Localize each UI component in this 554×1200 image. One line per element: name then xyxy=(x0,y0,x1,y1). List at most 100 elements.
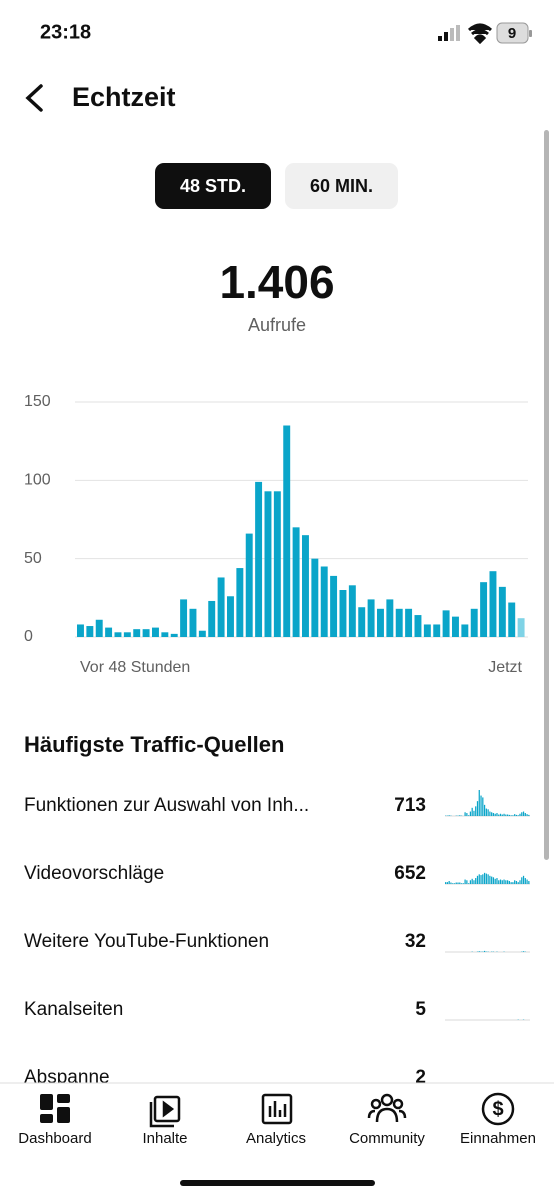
battery-level: 9 xyxy=(508,25,516,42)
nav-item[interactable]: Inhalte xyxy=(142,1130,187,1147)
sparkline-bar xyxy=(505,814,507,816)
bar xyxy=(461,624,469,637)
sparkline-bar xyxy=(515,814,518,816)
sparkline-bar xyxy=(485,808,487,816)
sparkline-bar xyxy=(464,812,466,816)
sparkline-bar xyxy=(478,951,480,952)
total-value: 1.406 xyxy=(219,256,334,308)
sparkline-bar xyxy=(496,813,498,816)
source-name[interactable]: Weitere YouTube-Funktionen xyxy=(24,931,269,952)
sparkline-bar xyxy=(468,883,470,884)
bar xyxy=(142,629,150,637)
sparkline-bar xyxy=(512,882,514,884)
sparkline-bar xyxy=(514,814,516,816)
sparkline-bar xyxy=(483,804,486,816)
sparkline-bar xyxy=(480,875,482,884)
bar xyxy=(480,582,488,637)
sparkline-bar xyxy=(514,880,516,884)
sparkline-bar xyxy=(448,815,450,816)
sparkline-bar xyxy=(459,882,461,884)
nav-item[interactable]: Analytics xyxy=(246,1130,306,1147)
sparkline-bar xyxy=(506,814,509,816)
battery-cap xyxy=(529,30,532,37)
sparkline-bar xyxy=(503,813,505,816)
sparkline-bar xyxy=(478,790,480,816)
sparkline-bar xyxy=(483,950,486,952)
bar xyxy=(386,599,394,637)
source-value: 5 xyxy=(415,999,426,1020)
source-name[interactable]: Funktionen zur Auswahl von Inh... xyxy=(24,795,309,816)
sparkline-bar xyxy=(464,879,466,884)
bar xyxy=(442,610,450,637)
status-time: 23:18 xyxy=(40,21,91,43)
bar xyxy=(180,599,188,637)
bar xyxy=(77,624,84,637)
source-name[interactable]: Videovorschläge xyxy=(24,863,164,884)
toggle-label: 60 MIN. xyxy=(310,176,373,196)
nav-item[interactable]: Einnahmen xyxy=(460,1130,536,1147)
bar xyxy=(320,566,328,637)
sparkline-bar xyxy=(528,814,530,816)
bar xyxy=(292,527,300,637)
source-value: 2 xyxy=(415,1067,426,1088)
source-value: 32 xyxy=(405,931,426,952)
sparkline-bar xyxy=(452,883,454,884)
sparkline-bar xyxy=(494,813,496,816)
toggle-button[interactable] xyxy=(285,163,398,209)
sparkline-bar xyxy=(508,881,510,884)
sparkline-bar xyxy=(519,813,521,816)
sparkline-bar xyxy=(446,882,449,884)
svg-text:$: $ xyxy=(492,1098,503,1120)
sparkline-bar xyxy=(528,881,530,884)
sparkline-bar xyxy=(510,882,512,884)
sparkline-bar xyxy=(471,807,473,816)
sparkline-bar xyxy=(469,811,472,816)
nav-item[interactable]: Dashboard xyxy=(18,1130,91,1147)
bar xyxy=(452,616,459,637)
sparkline-bar xyxy=(501,814,503,816)
x-end-label: Jetzt xyxy=(488,659,522,676)
bar xyxy=(405,608,413,637)
bar xyxy=(470,608,478,637)
source-name[interactable]: Kanalseiten xyxy=(24,999,123,1020)
sparkline-bar xyxy=(478,874,480,884)
sparkline-bar xyxy=(487,874,489,884)
y-tick-label: 100 xyxy=(24,472,51,489)
sparkline-bar xyxy=(482,797,484,816)
bar xyxy=(395,608,403,637)
bar xyxy=(433,624,441,637)
y-tick-label: 50 xyxy=(24,550,42,567)
bar xyxy=(311,558,319,637)
y-tick-label: 150 xyxy=(24,393,51,410)
toggle-button[interactable] xyxy=(155,163,271,209)
sparkline-bar xyxy=(492,877,495,884)
sparkline-bar xyxy=(489,811,491,816)
sparkline-bar xyxy=(489,875,491,884)
bar xyxy=(517,618,525,637)
sparkline-bar xyxy=(519,880,521,884)
nav-item[interactable]: Community xyxy=(349,1130,425,1147)
sparkline-bar xyxy=(455,882,457,884)
bar xyxy=(339,590,347,637)
sparkline-bar xyxy=(521,812,523,816)
sparkline-bar xyxy=(491,876,493,884)
home-indicator xyxy=(180,1180,375,1186)
bar xyxy=(161,632,169,637)
bar xyxy=(123,632,131,637)
sparkline-bar xyxy=(517,882,519,884)
sparkline-bar xyxy=(501,880,503,884)
sparkline-bar xyxy=(491,812,493,816)
bar xyxy=(208,600,216,637)
bar xyxy=(95,619,103,637)
sparkline-bar xyxy=(521,877,523,884)
sparkline-bar xyxy=(475,806,477,816)
sparkline-bar xyxy=(522,951,525,952)
sparkline-bar xyxy=(496,878,498,884)
back-button[interactable] xyxy=(25,84,43,112)
bar xyxy=(198,630,206,637)
sparkline-bar xyxy=(445,882,447,884)
y-tick-label: 0 xyxy=(24,628,33,645)
bar xyxy=(489,571,497,637)
sparkline-bar xyxy=(462,883,464,884)
